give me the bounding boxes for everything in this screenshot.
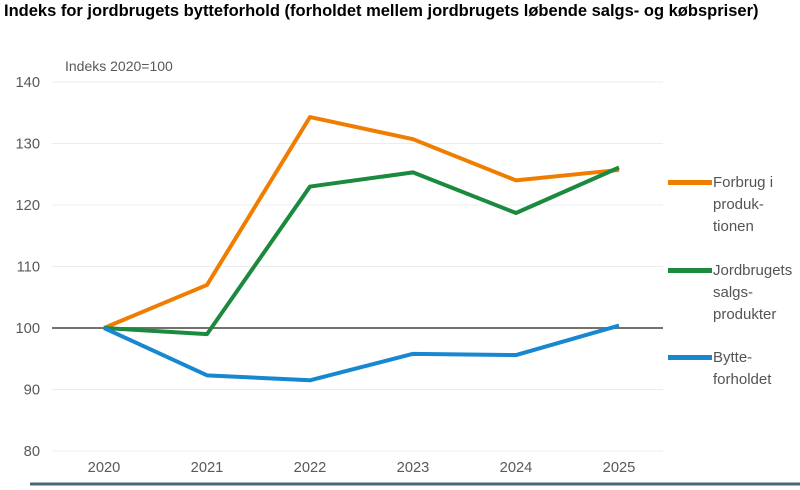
x-tick-label: 2025 [603, 460, 636, 476]
y-tick-label: 100 [15, 321, 40, 337]
y-tick-label: 120 [15, 198, 40, 214]
legend-item-forbrug-i-produktionen: Forbrug i produk- tionen [668, 172, 773, 238]
legend-label-line: produk- [713, 196, 764, 213]
bottom-border [30, 483, 800, 486]
x-tick-label: 2021 [191, 460, 224, 476]
legend-label-line: salgs- [713, 284, 754, 301]
x-tick-label: 2023 [397, 460, 430, 476]
x-tick-label: 2024 [500, 460, 533, 476]
series-line-forbrug-i-produktionen [103, 115, 620, 330]
y-tick-label: 110 [17, 260, 40, 276]
legend-swatch-jordbrugets-salgsprodukter [668, 268, 712, 273]
legend-label-line: Forbrug i [713, 174, 774, 191]
legend-label-line: Jordbrugets [713, 262, 793, 279]
legend-label: Jordbrugets salgs- produkter [713, 260, 792, 326]
legend-label-line: produkter [713, 306, 777, 323]
legend-swatch-forbrug-i-produktionen [668, 180, 712, 185]
legend-label: Forbrug i produk- tionen [713, 172, 773, 238]
x-tick-label: 2020 [88, 460, 121, 476]
legend-label-line: tionen [713, 218, 754, 235]
chart-subtitle: Indeks 2020=100 [65, 58, 173, 74]
y-tick-label: 130 [15, 137, 40, 153]
series-line-bytteforholdet [103, 323, 620, 383]
series-line-jordbrugets-salgsprodukter [103, 165, 620, 337]
legend-item-bytteforholdet: Bytte- forholdet [668, 347, 771, 391]
legend-item-jordbrugets-salgsprodukter: Jordbrugets salgs- produkter [668, 260, 792, 326]
x-tick-label: 2022 [294, 460, 327, 476]
legend-label-line: Bytte- [713, 349, 753, 366]
legend-swatch-bytteforholdet [668, 355, 712, 360]
legend-label: Bytte- forholdet [713, 347, 771, 391]
chart-legend: Forbrug i produk- tionen Jordbrugets sal… [668, 0, 800, 490]
bottom-border-highlight [30, 482, 800, 483]
y-tick-label: 90 [24, 383, 40, 399]
y-tick-label: 140 [15, 75, 40, 91]
chart-title: Indeks for jordbrugets bytteforhold (for… [4, 2, 759, 20]
legend-label-line: forholdet [713, 371, 772, 388]
y-tick-label: 80 [24, 444, 40, 460]
